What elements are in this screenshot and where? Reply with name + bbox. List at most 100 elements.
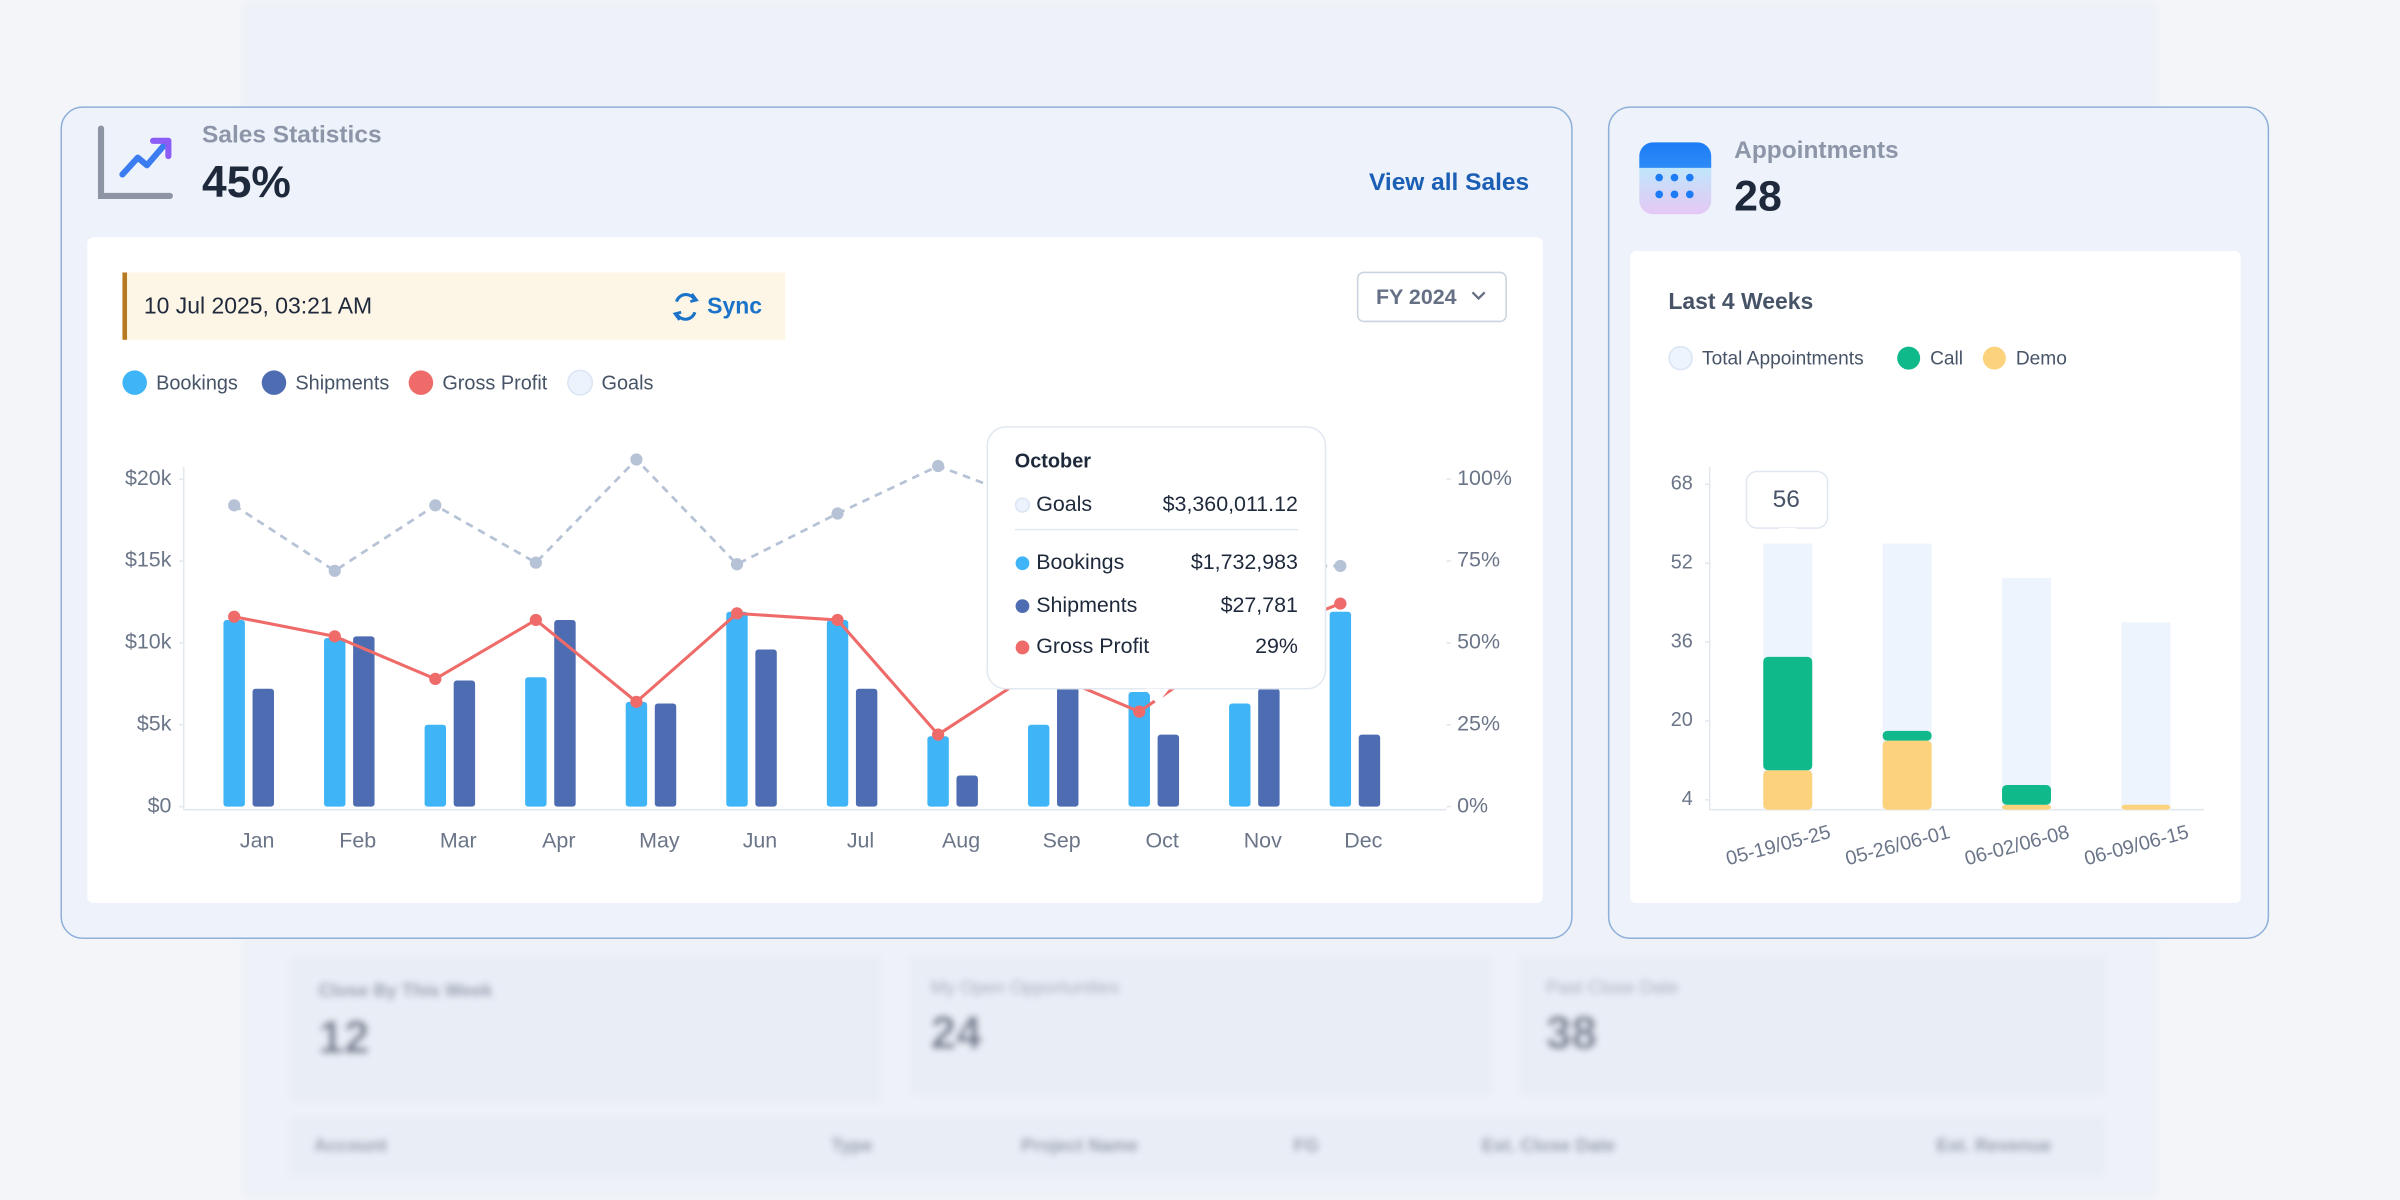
y2-tick-label: 0% bbox=[1457, 793, 1488, 817]
y-tick-label: $15k bbox=[125, 548, 172, 572]
point bbox=[931, 459, 945, 473]
sync-label[interactable]: Sync bbox=[707, 293, 762, 319]
bar bbox=[726, 611, 748, 807]
tooltip-swatch bbox=[1015, 556, 1030, 571]
card-title: Appointments bbox=[1734, 137, 1898, 164]
bg-col: Est. Close Date bbox=[1482, 1134, 1616, 1155]
tooltip-value: $27,781 bbox=[1221, 593, 1298, 617]
tooltip-swatch bbox=[1015, 599, 1030, 614]
bg-col: Project Name bbox=[1021, 1134, 1138, 1155]
legend-label: Gross Profit bbox=[442, 372, 547, 394]
view-all-link[interactable]: View all Sales bbox=[1369, 169, 1529, 196]
x-tick-label: Aug bbox=[942, 828, 980, 852]
tooltip-title: October bbox=[1015, 450, 1091, 472]
stack-segment bbox=[1763, 656, 1813, 771]
point bbox=[831, 613, 844, 627]
sync-button[interactable]: Sync bbox=[672, 293, 762, 321]
bar bbox=[1258, 688, 1280, 807]
y-tick-label: 4 bbox=[1682, 788, 1693, 810]
x-tick-label: Mar bbox=[440, 828, 477, 852]
bg-col: Est. Revenue bbox=[1936, 1134, 2051, 1155]
period-select[interactable]: FY 2024 bbox=[1356, 271, 1507, 323]
point bbox=[630, 695, 643, 708]
point bbox=[1133, 705, 1146, 718]
point bbox=[429, 672, 442, 686]
bar bbox=[654, 703, 677, 807]
bar bbox=[1057, 675, 1079, 807]
x-tick-label: Jan bbox=[240, 828, 275, 852]
tooltip-swatch bbox=[1015, 640, 1030, 655]
point bbox=[228, 499, 241, 512]
y-tick-label: $0 bbox=[148, 793, 172, 817]
bar bbox=[324, 637, 346, 807]
bar bbox=[1027, 724, 1050, 807]
tooltip-label: Goals bbox=[1036, 492, 1092, 516]
tooltip-value: 29% bbox=[1255, 634, 1298, 658]
point bbox=[328, 564, 341, 577]
legend-swatch bbox=[1897, 346, 1921, 370]
bar bbox=[755, 649, 777, 807]
point bbox=[931, 728, 945, 741]
x-tick-label: Nov bbox=[1244, 828, 1282, 852]
y-tick-label: 52 bbox=[1671, 551, 1693, 573]
tooltip-swatch bbox=[1014, 497, 1031, 513]
timestamp-box bbox=[122, 272, 786, 340]
legend-label: Demo bbox=[2016, 349, 2067, 370]
point bbox=[429, 499, 442, 512]
bar bbox=[424, 724, 447, 807]
point bbox=[1334, 559, 1347, 573]
x-tick-label: Feb bbox=[339, 828, 376, 852]
y2-tick-label: 75% bbox=[1457, 548, 1500, 572]
tooltip-label: Shipments bbox=[1036, 593, 1137, 617]
y-tick-label: 36 bbox=[1671, 630, 1693, 652]
calendar-icon bbox=[1639, 142, 1712, 215]
y2-tick-label: 100% bbox=[1457, 466, 1512, 490]
x-tick-label: Apr bbox=[542, 828, 575, 852]
y-tick-label: $10k bbox=[125, 630, 172, 654]
y2-tick-label: 25% bbox=[1457, 711, 1500, 735]
timestamp-accent bbox=[122, 272, 128, 340]
bar bbox=[1128, 692, 1150, 807]
bar bbox=[1229, 703, 1251, 807]
bar bbox=[252, 688, 274, 807]
bar bbox=[1358, 734, 1381, 807]
bg-col: Account bbox=[314, 1134, 387, 1155]
legend-swatch bbox=[567, 369, 594, 396]
point bbox=[730, 558, 744, 571]
point bbox=[529, 613, 542, 627]
timestamp: 10 Jul 2025, 03:21 AM bbox=[144, 293, 372, 319]
tooltip-label: Gross Profit bbox=[1036, 634, 1149, 658]
stack-segment bbox=[1763, 770, 1813, 810]
bar bbox=[625, 701, 648, 807]
bg-col: Type bbox=[831, 1134, 873, 1155]
stack-segment bbox=[2002, 804, 2052, 810]
legend-label: Total Appointments bbox=[1702, 349, 1864, 370]
stack-segment bbox=[2002, 785, 2052, 805]
chart-panel bbox=[87, 237, 1543, 904]
legend-label: Bookings bbox=[156, 372, 238, 394]
legend-label: Call bbox=[1930, 349, 1963, 370]
card-value: 45% bbox=[202, 158, 291, 207]
x-tick-label: May bbox=[639, 828, 680, 852]
bar bbox=[353, 636, 375, 807]
point bbox=[328, 630, 341, 643]
bar bbox=[1329, 611, 1352, 807]
point bbox=[1334, 597, 1347, 610]
legend-swatch bbox=[261, 370, 287, 395]
legend-swatch bbox=[408, 370, 434, 395]
bg-value: 12 bbox=[318, 1011, 369, 1063]
legend-swatch bbox=[1668, 345, 1693, 371]
total-bar bbox=[2002, 578, 2052, 810]
tooltip-label: Bookings bbox=[1036, 550, 1124, 574]
x-tick-label: Oct bbox=[1146, 828, 1179, 852]
period-label[interactable]: FY 2024 bbox=[1376, 285, 1457, 309]
bg-card bbox=[290, 956, 881, 1103]
bar bbox=[1157, 734, 1180, 807]
x-tick-label: Sep bbox=[1043, 828, 1081, 852]
tooltip: October Goals $3,360,011.12 Bookings $1,732,… bbox=[986, 426, 1327, 705]
tooltip-arrow bbox=[1778, 528, 1797, 538]
tooltip-arrow bbox=[1144, 688, 1170, 705]
legend-swatch bbox=[122, 370, 147, 395]
point bbox=[831, 507, 844, 520]
